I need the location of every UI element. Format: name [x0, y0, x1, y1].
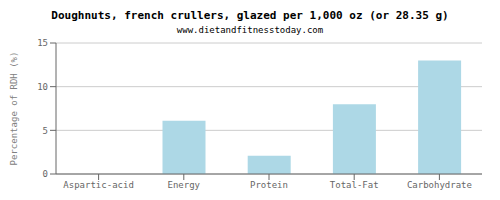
svg-text:10: 10 [37, 82, 48, 92]
svg-text:0: 0 [43, 169, 48, 179]
svg-text:Percentage of RDH (%): Percentage of RDH (%) [9, 52, 19, 166]
svg-text:Total-Fat: Total-Fat [330, 180, 379, 190]
svg-text:Carbohydrate: Carbohydrate [407, 180, 472, 190]
svg-text:5: 5 [43, 126, 48, 136]
svg-text:15: 15 [37, 38, 48, 48]
html-text:www.dietandfitnesstoday.com: www.dietandfitnesstoday.com [176, 25, 324, 35]
svg-text:Aspartic-acid: Aspartic-acid [63, 180, 133, 190]
svg-text:Energy: Energy [168, 180, 201, 190]
html-text:Doughnuts, french crullers, gl: Doughnuts, french crullers, glazed per 1… [51, 9, 449, 22]
svg-text:Protein: Protein [250, 180, 288, 190]
